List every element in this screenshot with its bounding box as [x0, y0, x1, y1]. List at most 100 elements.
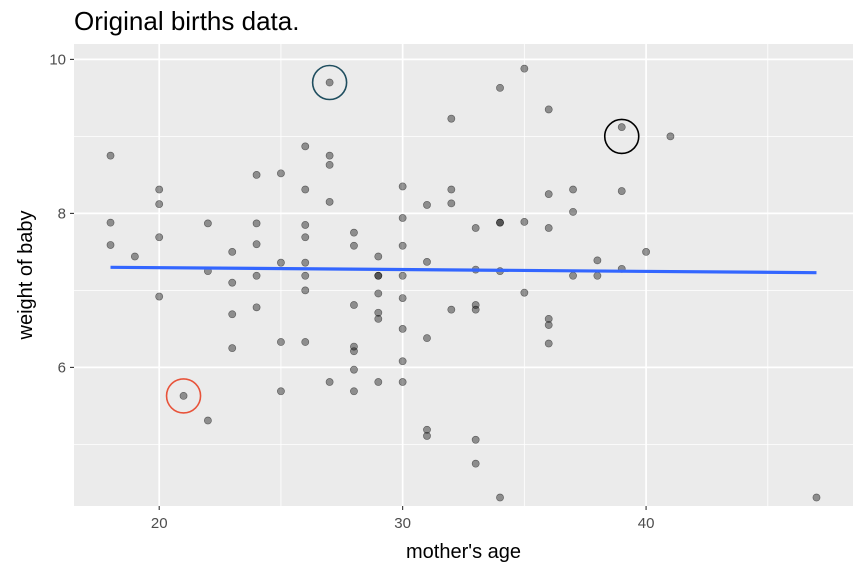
data-point: [447, 199, 456, 208]
data-point: [301, 221, 310, 229]
data-point: [203, 219, 212, 228]
highlight-circles: [165, 64, 640, 414]
data-point: [301, 286, 310, 295]
data-point: [544, 224, 553, 232]
data-point: [228, 278, 237, 287]
data-point: [155, 233, 164, 242]
data-point: [252, 271, 261, 280]
data-point: [350, 342, 358, 351]
data-point: [520, 217, 529, 226]
data-point: [398, 324, 407, 333]
data-point: [350, 228, 358, 237]
data-point: [277, 387, 285, 396]
data-point: [277, 338, 285, 346]
data-point: [374, 271, 383, 280]
y-tick-label: 10: [49, 51, 66, 68]
data-point: [106, 218, 115, 227]
minor-gridlines: [74, 44, 853, 506]
data-point: [471, 301, 480, 309]
y-axis-title: weight of baby: [15, 211, 37, 341]
data-point: [471, 459, 480, 468]
x-tick-label: 20: [151, 515, 168, 532]
data-point: [301, 142, 310, 151]
data-point: [447, 305, 456, 314]
data-point: [398, 214, 407, 222]
data-point: [398, 294, 407, 302]
data-point: [106, 241, 115, 249]
data-point: [228, 344, 237, 353]
data-point: [471, 435, 480, 444]
data-point: [203, 416, 212, 425]
data-point: [106, 151, 115, 160]
x-tick-label: 30: [394, 515, 411, 532]
x-axis-ticks: 20 30 40: [151, 506, 655, 532]
data-point: [544, 314, 553, 323]
plot-panel: [74, 44, 853, 506]
major-gridlines: [74, 44, 853, 506]
data-point: [569, 185, 577, 194]
data-point: [398, 378, 407, 386]
data-point: [423, 334, 431, 343]
data-point: [617, 123, 626, 132]
data-point: [350, 301, 358, 309]
data-point: [471, 224, 480, 232]
data-point: [277, 169, 285, 178]
data-point: [301, 271, 310, 280]
y-tick-label: 8: [58, 205, 66, 222]
data-points: [106, 64, 821, 502]
data-point: [155, 200, 164, 209]
data-point: [130, 252, 139, 261]
trend-line: [110, 265, 817, 275]
chart-title: Original births data.: [74, 6, 300, 36]
data-point: [301, 233, 310, 242]
data-point: [423, 201, 431, 209]
data-point: [520, 64, 529, 73]
data-point: [544, 339, 553, 348]
highlight-circle: [603, 118, 640, 155]
data-point: [812, 493, 821, 502]
y-axis-ticks: 6 8 10: [49, 51, 74, 376]
data-point: [374, 378, 383, 386]
data-point: [496, 218, 504, 227]
data-point: [374, 308, 383, 317]
data-point: [398, 241, 407, 250]
data-point: [617, 187, 626, 195]
data-point: [544, 190, 553, 199]
data-point: [155, 292, 164, 301]
x-axis-title: mother's age: [406, 541, 521, 563]
y-tick-label: 6: [58, 359, 66, 376]
data-point: [423, 258, 431, 266]
data-point: [423, 432, 431, 440]
data-point: [374, 252, 383, 261]
data-point: [350, 387, 358, 396]
data-point: [423, 425, 431, 434]
data-point: [325, 151, 334, 160]
data-point: [277, 258, 285, 267]
data-point: [496, 493, 504, 502]
data-point: [325, 78, 334, 87]
x-tick-label: 40: [638, 515, 655, 532]
data-point: [325, 160, 334, 169]
data-point: [593, 256, 602, 265]
data-point: [301, 338, 310, 346]
data-point: [252, 303, 261, 312]
data-point: [544, 321, 553, 329]
data-point: [228, 247, 237, 256]
data-point: [179, 391, 188, 400]
data-point: [447, 114, 456, 123]
data-point: [520, 288, 529, 297]
data-point: [447, 185, 456, 194]
data-point: [228, 310, 237, 319]
data-point: [252, 170, 261, 179]
data-point: [593, 271, 602, 280]
data-point: [155, 185, 164, 194]
data-point: [252, 240, 261, 249]
data-point: [301, 258, 310, 267]
data-point: [569, 271, 577, 280]
highlight-circle: [311, 64, 348, 101]
data-point: [350, 241, 358, 250]
data-point: [496, 83, 504, 92]
data-point: [350, 347, 358, 356]
data-point: [569, 207, 577, 216]
